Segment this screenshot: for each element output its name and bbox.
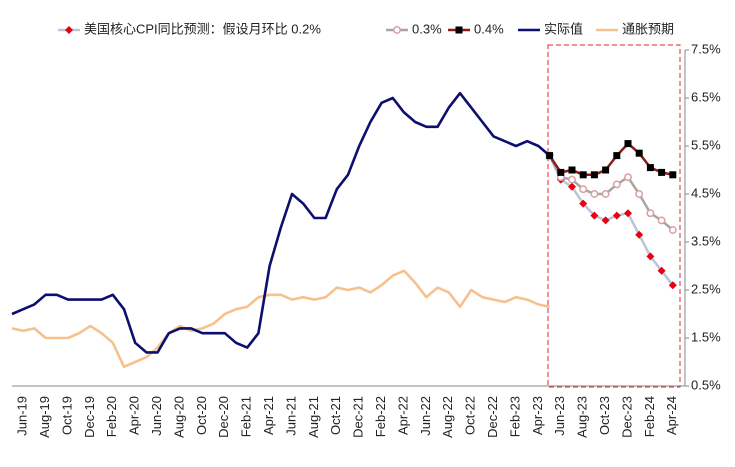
y-tick-label: 7.5% bbox=[691, 41, 721, 56]
legend: 美国核心CPI同比预测：假设月环比 0.2% 0.3% 0.4% 实际值 通胀预期 bbox=[58, 21, 674, 36]
y-tick-label: 5.5% bbox=[691, 137, 721, 152]
marker bbox=[557, 168, 565, 176]
marker bbox=[579, 199, 588, 208]
marker bbox=[546, 152, 554, 160]
marker bbox=[568, 166, 576, 174]
series-line bbox=[548, 142, 674, 177]
x-tick-label: Apr-21 bbox=[261, 396, 276, 435]
marker bbox=[657, 216, 666, 225]
marker bbox=[624, 209, 632, 218]
marker bbox=[601, 190, 610, 198]
marker bbox=[613, 152, 621, 160]
marker bbox=[568, 175, 576, 184]
marker bbox=[579, 171, 587, 179]
x-tick-label: Jun-19 bbox=[15, 396, 30, 436]
x-tick-label: Feb-22 bbox=[373, 396, 388, 437]
legend-label: 通胀预期 bbox=[622, 21, 674, 36]
x-tick-label: Aug-21 bbox=[306, 396, 321, 438]
marker bbox=[624, 173, 632, 182]
marker bbox=[669, 171, 677, 179]
marker bbox=[624, 140, 632, 148]
marker bbox=[668, 226, 677, 234]
x-tick-label: Jun-21 bbox=[283, 396, 298, 436]
marker bbox=[612, 211, 621, 220]
x-tick-label: Oct-23 bbox=[597, 396, 612, 435]
x-tick-label: Oct-19 bbox=[59, 396, 74, 435]
marker bbox=[646, 164, 654, 172]
x-tick-label: Jun-23 bbox=[552, 396, 567, 436]
x-tick-label: Feb-21 bbox=[239, 396, 254, 437]
marker bbox=[601, 216, 610, 225]
legend-label: 美国核心CPI同比预测：假设月环比 0.2% bbox=[84, 21, 321, 36]
marker bbox=[602, 166, 610, 174]
x-tick-label: Jun-20 bbox=[149, 396, 164, 436]
x-tick-label: Apr-24 bbox=[664, 396, 679, 435]
y-tick-label: 0.5% bbox=[691, 377, 721, 392]
x-tick-label: Feb-24 bbox=[642, 396, 657, 437]
marker bbox=[568, 182, 576, 191]
marker bbox=[590, 190, 599, 198]
marker bbox=[455, 26, 463, 34]
x-tick-label: Dec-22 bbox=[485, 396, 500, 438]
y-tick-label: 4.5% bbox=[691, 185, 721, 200]
marker bbox=[635, 149, 643, 157]
marker bbox=[657, 266, 666, 275]
legend-label: 0.4% bbox=[474, 21, 504, 36]
marker bbox=[612, 180, 621, 189]
marker bbox=[590, 171, 598, 179]
marker bbox=[635, 230, 644, 239]
x-tick-label: Aug-20 bbox=[171, 396, 186, 438]
marker bbox=[635, 190, 644, 198]
x-tick-label: Aug-23 bbox=[575, 396, 590, 438]
x-tick-label: Dec-23 bbox=[619, 396, 634, 438]
x-tick-label: Apr-20 bbox=[127, 396, 142, 435]
marker bbox=[65, 26, 73, 34]
y-tick-label: 2.5% bbox=[691, 281, 721, 296]
x-tick-label: Feb-20 bbox=[104, 396, 119, 437]
marker bbox=[579, 185, 588, 194]
x-tick-label: Jun-22 bbox=[418, 396, 433, 436]
x-tick-label: Oct-20 bbox=[194, 396, 209, 435]
y-tick-label: 3.5% bbox=[691, 233, 721, 248]
legend-label: 0.3% bbox=[412, 21, 442, 36]
marker bbox=[668, 281, 677, 290]
marker bbox=[646, 209, 655, 218]
x-tick-label: Dec-20 bbox=[216, 396, 231, 438]
x-tick-label: Oct-22 bbox=[463, 396, 478, 435]
y-tick-label: 1.5% bbox=[691, 329, 721, 344]
x-tick-label: Apr-23 bbox=[530, 396, 545, 435]
series-line bbox=[548, 155, 674, 286]
forecast-box bbox=[547, 44, 681, 388]
marker bbox=[646, 252, 655, 261]
y-tick-label: 6.5% bbox=[691, 89, 721, 104]
series-line bbox=[11, 269, 550, 369]
marker bbox=[393, 26, 401, 34]
x-tick-label: Dec-21 bbox=[351, 396, 366, 438]
x-tick-label: Feb-23 bbox=[507, 396, 522, 437]
marker bbox=[590, 211, 599, 220]
x-tick-label: Oct-21 bbox=[328, 396, 343, 435]
x-tick-label: Aug-19 bbox=[37, 396, 52, 438]
x-tick-label: Dec-19 bbox=[82, 396, 97, 438]
x-tick-label: Aug-22 bbox=[440, 396, 455, 438]
x-tick-label: Apr-22 bbox=[395, 396, 410, 435]
marker bbox=[658, 168, 666, 176]
legend-label: 实际值 bbox=[544, 21, 583, 36]
series-line bbox=[11, 91, 551, 354]
